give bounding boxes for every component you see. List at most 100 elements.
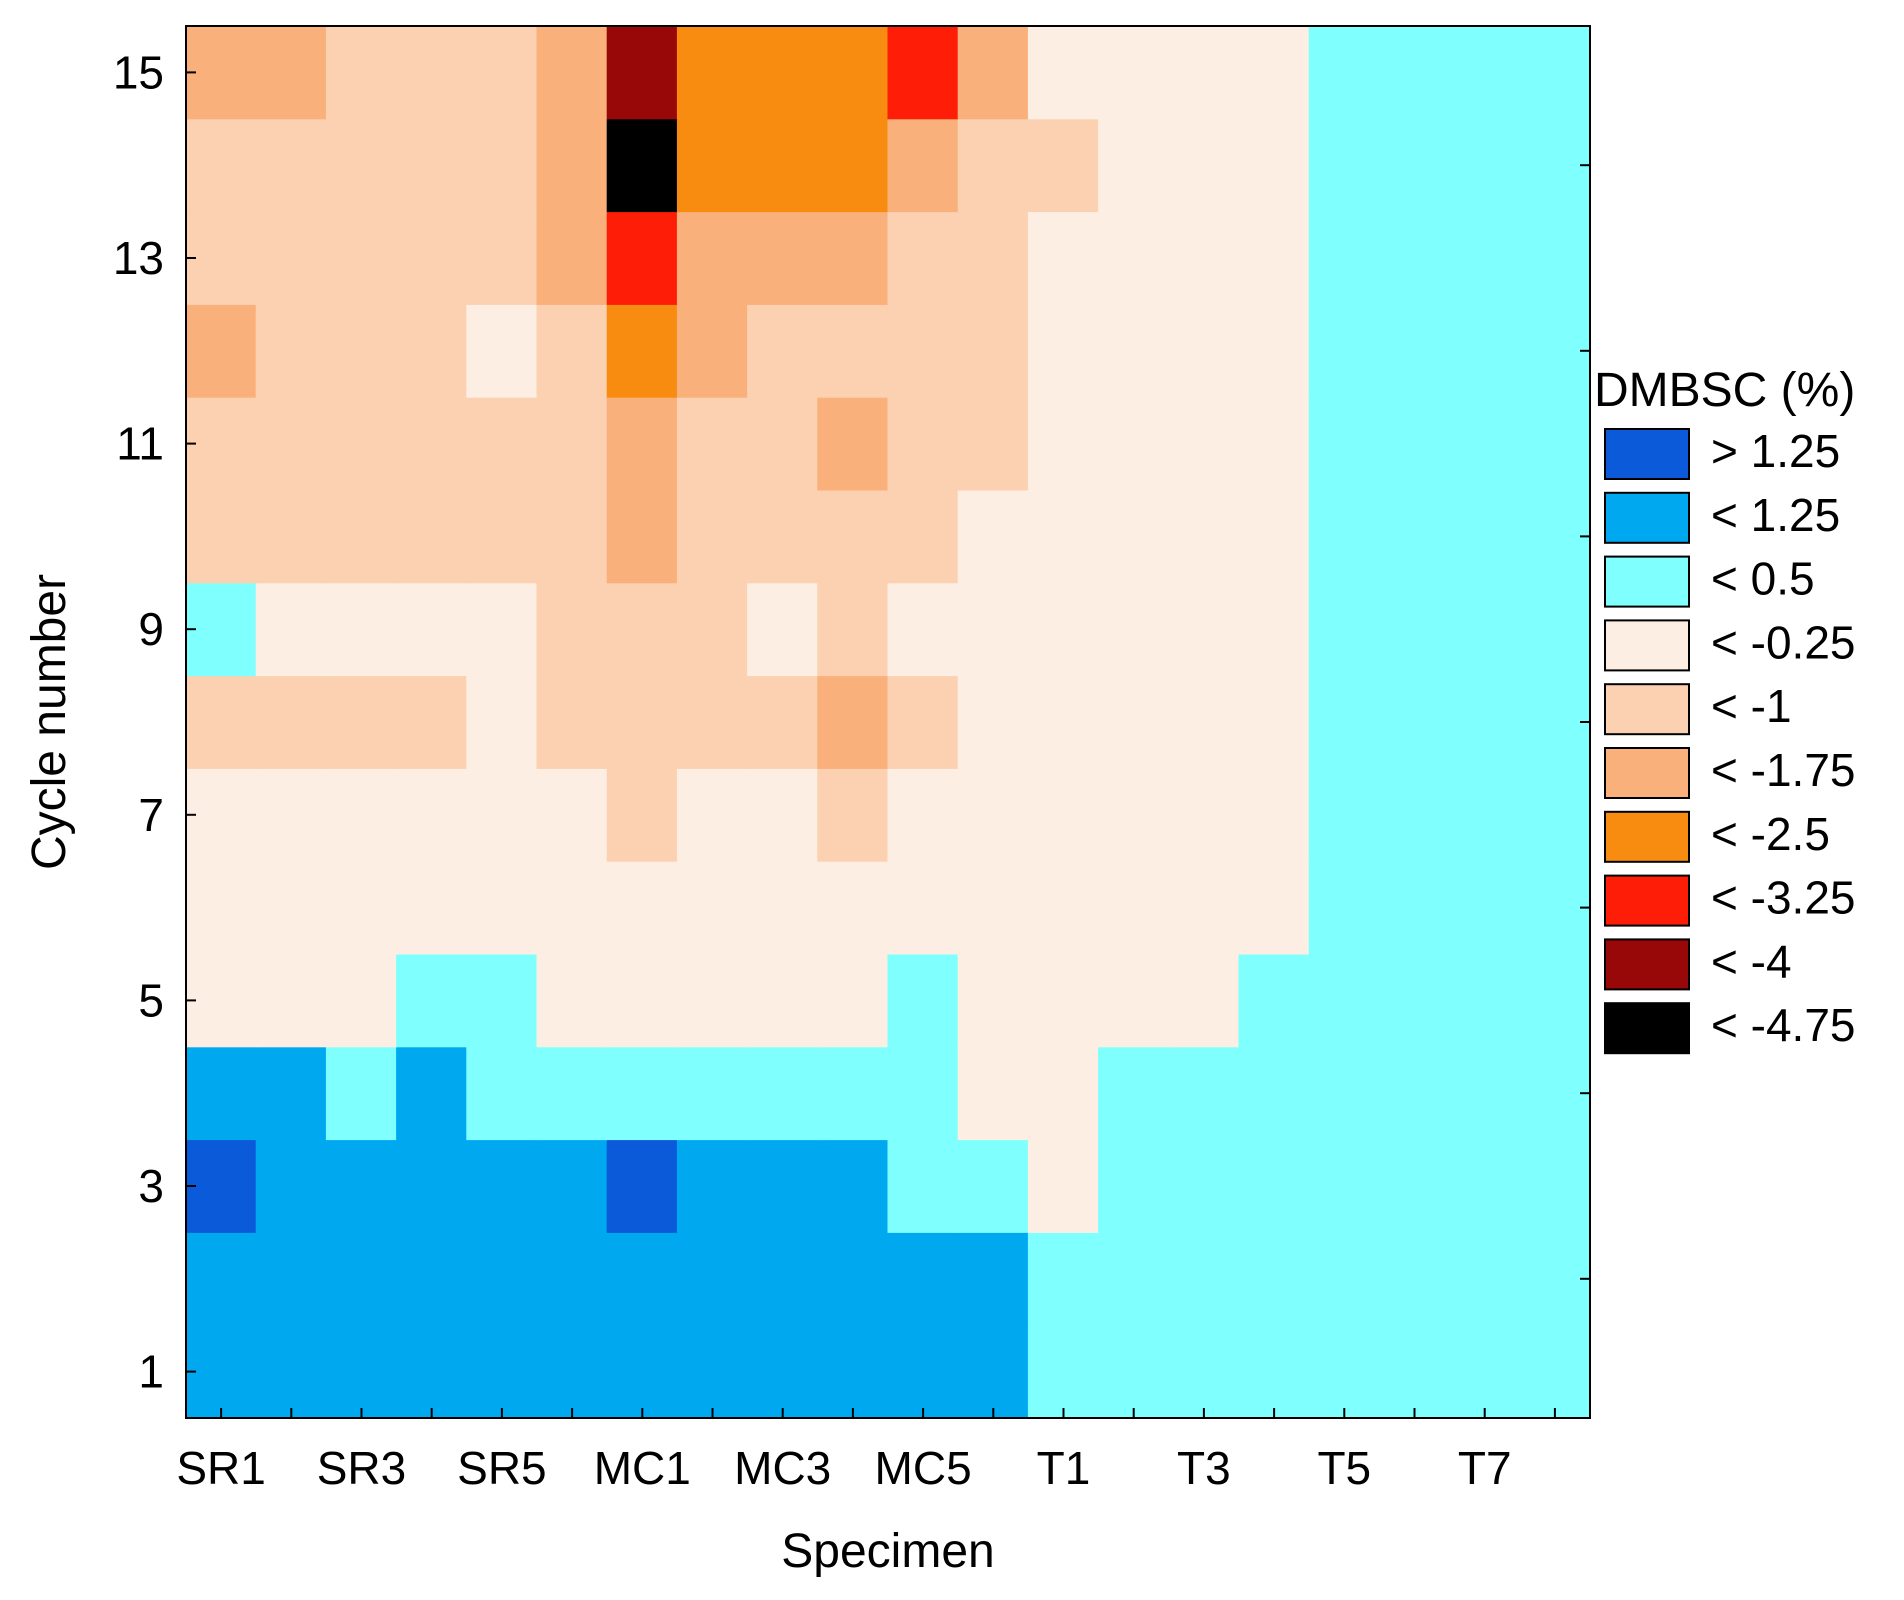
- legend-label: < 0.5: [1711, 553, 1815, 605]
- heatmap-cell: [396, 953, 468, 1048]
- heatmap-cell: [1027, 489, 1100, 584]
- heatmap-cell: [325, 211, 398, 305]
- heatmap-cell: [747, 675, 819, 769]
- x-tick-label: MC1: [594, 1442, 691, 1494]
- heatmap-cell: [817, 767, 889, 862]
- heatmap-cell: [1519, 953, 1590, 1048]
- heatmap-cell: [536, 767, 608, 862]
- heatmap-cell: [606, 953, 678, 1048]
- heatmap-cell: [255, 1139, 327, 1233]
- heatmap-cell: [536, 953, 608, 1048]
- heatmap-cell: [325, 860, 398, 955]
- heatmap-cell: [957, 582, 1029, 677]
- heatmap-cell: [1168, 767, 1240, 862]
- heatmap-cell: [186, 303, 257, 398]
- heatmap-cell: [887, 396, 959, 491]
- heatmap-cell: [1098, 26, 1170, 120]
- legend-label: < -1: [1711, 680, 1792, 732]
- heatmap-cell: [255, 1324, 327, 1418]
- heatmap-cell: [747, 1139, 819, 1233]
- heatmap-cell: [466, 767, 538, 862]
- heatmap-cell: [1238, 211, 1310, 305]
- heatmap-cell: [1308, 396, 1380, 491]
- heatmap-cell: [1027, 767, 1100, 862]
- heatmap-cell: [186, 26, 257, 120]
- heatmap-cell: [1027, 1231, 1100, 1326]
- heatmap-cell: [186, 489, 257, 584]
- legend-swatch: [1604, 683, 1690, 736]
- heatmap-cell: [1098, 118, 1170, 213]
- heatmap-cell: [1238, 675, 1310, 769]
- heatmap-cell: [1168, 26, 1240, 120]
- heatmap-cell: [396, 767, 468, 862]
- heatmap-cell: [396, 489, 468, 584]
- heatmap-cell: [255, 1231, 327, 1326]
- heatmap-cell: [186, 211, 257, 305]
- heatmap-cell: [817, 211, 889, 305]
- heatmap-cell: [1308, 1324, 1380, 1418]
- legend-label: < -2.5: [1711, 808, 1830, 860]
- heatmap-cell: [255, 953, 327, 1048]
- heatmap-cell: [747, 582, 819, 677]
- heatmap-cell: [887, 860, 959, 955]
- heatmap-cell: [325, 1046, 398, 1141]
- heatmap-cell: [817, 26, 889, 120]
- heatmap-cell: [466, 118, 538, 213]
- heatmap-cell: [817, 118, 889, 213]
- heatmap-cell: [1168, 582, 1240, 677]
- heatmap-cell: [396, 1231, 468, 1326]
- y-tick-label: 13: [113, 232, 164, 284]
- heatmap-cell: [1449, 26, 1521, 120]
- legend-swatch: [1604, 810, 1690, 863]
- heatmap-cell: [606, 675, 678, 769]
- x-axis-title: Specimen: [781, 1525, 994, 1578]
- heatmap-cell: [606, 767, 678, 862]
- heatmap-cell: [536, 489, 608, 584]
- heatmap-cell: [325, 1139, 398, 1233]
- heatmap-cells: [186, 26, 1590, 1418]
- heatmap-cell: [325, 303, 398, 398]
- heatmap-cell: [1168, 860, 1240, 955]
- heatmap-cell: [255, 675, 327, 769]
- heatmap-cell: [186, 675, 257, 769]
- heatmap-cell: [676, 303, 749, 398]
- heatmap-cell: [1449, 211, 1521, 305]
- heatmap-cell: [325, 1324, 398, 1418]
- heatmap-cell: [396, 118, 468, 213]
- heatmap-cell: [747, 26, 819, 120]
- heatmap-cell: [325, 767, 398, 862]
- heatmap-cell: [1308, 211, 1380, 305]
- heatmap-cell: [1449, 118, 1521, 213]
- heatmap-cell: [676, 489, 749, 584]
- heatmap-cell: [957, 860, 1029, 955]
- heatmap-cell: [817, 1324, 889, 1418]
- heatmap-cell: [466, 1046, 538, 1141]
- heatmap-cell: [186, 1046, 257, 1141]
- y-tick-label: 3: [138, 1160, 164, 1212]
- heatmap-cell: [887, 675, 959, 769]
- heatmap-cell: [676, 582, 749, 677]
- heatmap-cell: [957, 1231, 1029, 1326]
- heatmap-cell: [1519, 582, 1590, 677]
- heatmap-cell: [1168, 1231, 1240, 1326]
- heatmap-cell: [957, 767, 1029, 862]
- legend: DMBSC (%) > 1.25 < 1.25 < 0.5 < -0.25 < -1 < …: [1594, 364, 1856, 1055]
- heatmap-cell: [606, 1324, 678, 1418]
- heatmap-cell: [1168, 953, 1240, 1048]
- legend-items: > 1.25 < 1.25 < 0.5 < -0.25 < -1 < -1.75 < -2.…: [1604, 425, 1856, 1055]
- heatmap-cell: [747, 396, 819, 491]
- legend-label: < -3.25: [1711, 872, 1856, 924]
- heatmap-cell: [186, 582, 257, 677]
- heatmap-cell: [536, 675, 608, 769]
- heatmap-cell: [1098, 675, 1170, 769]
- legend-label: < -4.75: [1711, 999, 1856, 1051]
- heatmap-cell: [255, 211, 327, 305]
- heatmap-cell: [747, 860, 819, 955]
- heatmap-cell: [186, 860, 257, 955]
- y-tick-label: 7: [138, 789, 164, 841]
- heatmap-cell: [186, 767, 257, 862]
- heatmap-cell: [1519, 396, 1590, 491]
- heatmap-cell: [1308, 953, 1380, 1048]
- heatmap-cell: [466, 396, 538, 491]
